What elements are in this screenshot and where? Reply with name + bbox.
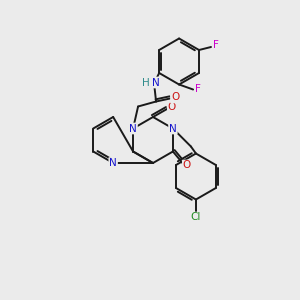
Text: O: O	[171, 92, 179, 103]
Text: N: N	[109, 158, 117, 168]
Text: H: H	[142, 77, 150, 88]
Text: N: N	[152, 77, 160, 88]
Text: O: O	[168, 102, 176, 112]
Text: Cl: Cl	[191, 212, 201, 223]
Text: O: O	[183, 160, 191, 170]
Text: F: F	[213, 40, 219, 50]
Text: N: N	[129, 124, 137, 134]
Text: N: N	[169, 124, 177, 134]
Text: F: F	[195, 85, 201, 94]
